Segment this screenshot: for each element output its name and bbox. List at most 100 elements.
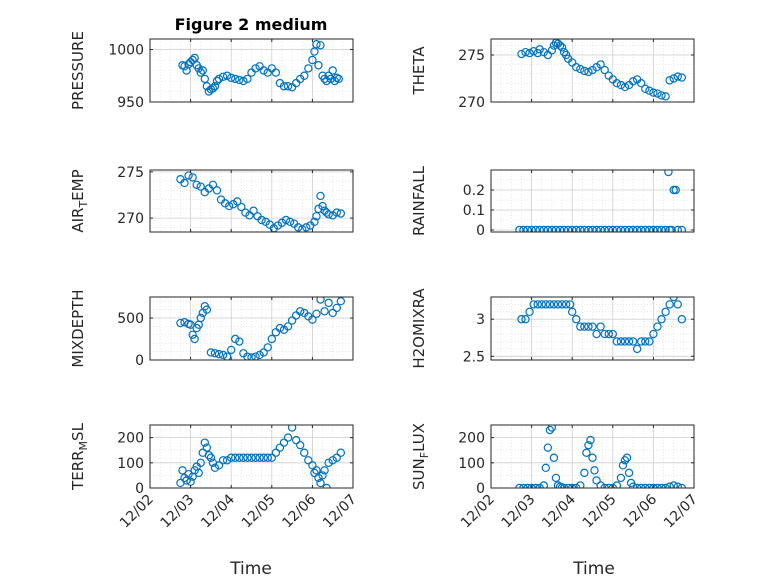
data-point [196, 313, 205, 323]
data-point [576, 225, 585, 232]
data-point [580, 468, 589, 478]
data-point [641, 225, 650, 232]
subplot-air-temp: 270 275 AIRTEMP [69, 165, 354, 233]
data-point [316, 478, 325, 488]
data-point [332, 208, 341, 217]
x-tick-label: 12/04 [539, 491, 579, 531]
data-point [620, 82, 630, 92]
y-axis-label: MIXDEPTH [69, 289, 87, 367]
y-tick-label: 500 [117, 311, 144, 327]
data-point [308, 55, 317, 65]
data-point [210, 82, 220, 91]
data-point [584, 322, 593, 331]
data-point [328, 456, 337, 465]
data-point [543, 225, 553, 232]
data-series-terr-msl [176, 425, 346, 488]
data-series-air-temp [176, 171, 346, 232]
data-point [527, 225, 536, 232]
data-point [537, 300, 546, 309]
data-point [529, 47, 538, 56]
data-point [279, 438, 289, 447]
data-point [555, 225, 565, 232]
data-point [620, 456, 630, 465]
data-point [332, 453, 341, 462]
data-point [576, 322, 585, 331]
data-point [314, 473, 323, 483]
data-point [336, 448, 346, 457]
data-point [641, 337, 650, 346]
data-point [549, 300, 559, 309]
data-point [677, 73, 687, 82]
data-point [616, 337, 626, 346]
y-tick-label: 275 [458, 48, 485, 64]
subplot-pressure: 950 1000 PRESSURE [69, 31, 354, 111]
data-point [287, 316, 297, 325]
data-point [586, 435, 595, 445]
data-point [547, 225, 557, 232]
x-tick-label: 12/05 [239, 492, 279, 532]
data-point [204, 451, 214, 460]
data-point [555, 41, 565, 50]
data-series-sun-flux [515, 425, 687, 488]
subplot-h2omixra: 2.5 3 H2OMIXRA [410, 288, 695, 369]
data-point [677, 315, 687, 324]
y-axis-label: SUNFLUX [410, 423, 431, 490]
data-point [641, 84, 650, 94]
x-tick-label: 12/02 [117, 492, 157, 532]
data-point [293, 223, 303, 232]
data-point [665, 300, 674, 309]
data-point [192, 180, 201, 190]
data-point [259, 66, 268, 75]
x-axis-label-left: Time [229, 559, 272, 579]
data-point [657, 225, 666, 232]
x-tick-label: 12/06 [279, 491, 319, 531]
data-point [271, 448, 281, 457]
data-point [628, 77, 638, 86]
data-point [328, 66, 337, 75]
data-point [653, 89, 662, 98]
data-point [212, 186, 222, 195]
data-point [557, 483, 567, 488]
subplot-terr-msl: 0 100 200 TERRMSL 12/02 12/03 12/04 12/05 12/06 1… [69, 422, 360, 531]
data-point [235, 453, 244, 462]
data-point [612, 78, 622, 88]
y-axis-label: PRESSURE [69, 31, 87, 110]
y-tick-label: 1000 [108, 43, 144, 59]
data-point [649, 225, 658, 232]
data-point [588, 453, 597, 462]
data-point [336, 297, 346, 306]
data-point [318, 201, 327, 211]
data-point [283, 433, 293, 442]
data-point [310, 217, 319, 227]
data-point [218, 72, 228, 82]
data-point [334, 74, 343, 84]
data-point [200, 74, 210, 84]
data-point [661, 307, 670, 317]
data-point [624, 225, 634, 232]
data-point [259, 348, 268, 357]
data-point [576, 64, 585, 74]
data-point [521, 47, 530, 57]
data-point [600, 65, 609, 75]
data-point [312, 466, 321, 475]
data-point [308, 461, 317, 470]
data-point [302, 223, 311, 232]
data-point [312, 212, 321, 221]
data-point [188, 55, 197, 65]
data-point [222, 352, 232, 360]
data-point [667, 225, 676, 232]
y-tick-label: 275 [117, 165, 144, 181]
data-point [176, 318, 185, 328]
y-axis-label: RAINFALL [410, 165, 428, 236]
data-point [296, 440, 305, 450]
data-point [568, 307, 577, 317]
data-point [637, 78, 646, 88]
data-point [539, 481, 548, 488]
data-point [235, 75, 244, 85]
data-point [267, 334, 276, 344]
data-point [257, 215, 266, 225]
data-point [271, 328, 281, 337]
data-point [237, 202, 246, 212]
